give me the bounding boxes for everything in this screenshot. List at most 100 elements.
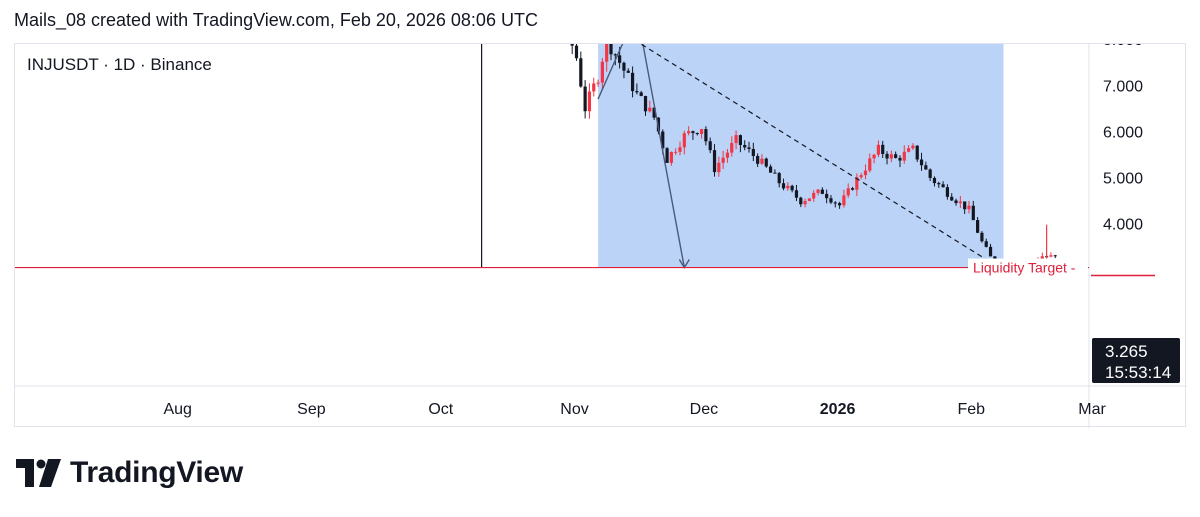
chart-attribution-header: Mails_08 created with TradingView.com, F… — [14, 10, 538, 30]
candle — [747, 141, 751, 153]
chart-frame[interactable]: xxIDM(9.142)(8.541)Liquidity Target - 9.… — [14, 43, 1187, 428]
candle — [816, 188, 820, 196]
candle-body — [842, 195, 846, 206]
candle-body — [652, 107, 656, 118]
candle-body — [816, 189, 820, 193]
candle — [988, 243, 993, 257]
candle — [760, 154, 764, 165]
candle — [898, 155, 902, 168]
candle — [932, 176, 937, 187]
candle-body — [579, 58, 583, 87]
candle — [833, 201, 837, 208]
candle — [820, 187, 824, 195]
candle — [885, 151, 889, 165]
candle-body — [587, 91, 592, 112]
candle-body — [708, 141, 712, 151]
candle-body — [712, 150, 717, 173]
candle — [803, 198, 807, 208]
time-tick-label: Sep — [297, 401, 326, 418]
liquidity-label-bg — [968, 258, 1088, 277]
candle — [963, 201, 967, 214]
candle-body — [885, 153, 889, 159]
projection-path[interactable] — [597, 44, 686, 268]
candle-body — [945, 187, 950, 197]
candle-body — [859, 175, 863, 178]
candle-body — [876, 144, 881, 155]
candle — [570, 44, 574, 55]
candle-body — [924, 165, 928, 170]
candle — [738, 134, 742, 153]
position-zones — [598, 44, 1004, 268]
candle — [743, 140, 747, 151]
candle-body — [570, 44, 574, 46]
candle — [751, 142, 755, 162]
candle-body — [1053, 255, 1057, 257]
candlestick-chart[interactable]: xxIDM(9.142)(8.541)Liquidity Target - 9.… — [15, 44, 1187, 428]
candle — [859, 172, 863, 180]
candle — [712, 144, 717, 177]
candle — [635, 83, 639, 95]
time-tick-label: 2026 — [820, 401, 856, 418]
tradingview-logo-icon — [16, 459, 61, 487]
candle-body — [812, 192, 816, 199]
time-tick-label: Oct — [428, 401, 453, 418]
candle — [643, 95, 648, 116]
candle-body — [799, 197, 803, 205]
candle-body — [674, 151, 678, 153]
candle-body — [889, 154, 893, 159]
candle — [919, 152, 924, 171]
price-tick-label: 4.000 — [1103, 217, 1143, 234]
candle-body — [958, 201, 962, 204]
candle-body — [919, 159, 924, 166]
candle — [764, 157, 768, 168]
candle — [781, 178, 786, 191]
candle-body — [756, 155, 760, 164]
candle-body — [941, 184, 945, 188]
candle — [717, 156, 721, 177]
candle — [958, 195, 962, 209]
candle — [863, 164, 868, 180]
candle-body — [1049, 255, 1053, 257]
time-tick-label: Feb — [958, 401, 986, 418]
candle-body — [725, 152, 730, 158]
candle-body — [781, 183, 786, 189]
candle-body — [868, 158, 872, 171]
price-tick-label: 8.000 — [1103, 44, 1143, 49]
candle — [1049, 252, 1053, 258]
candle — [691, 130, 695, 140]
candle-body — [699, 129, 704, 134]
candle — [574, 44, 579, 61]
last-price-label: 3.265 — [1105, 342, 1148, 361]
candle — [976, 217, 980, 234]
candle — [889, 150, 893, 163]
candle-body — [630, 72, 635, 92]
candle — [669, 151, 673, 166]
liquidity-target-label: Liquidity Target - — [973, 260, 1076, 276]
candle-body — [898, 157, 902, 161]
candle — [984, 238, 988, 248]
time-tick-label: Aug — [163, 401, 191, 418]
candle — [907, 145, 911, 153]
candle — [768, 164, 773, 173]
countdown-label: 15:53:14 — [1105, 363, 1171, 382]
candle — [773, 169, 777, 174]
dashed-trend-line[interactable] — [611, 44, 1000, 269]
candle-body — [704, 129, 708, 142]
candle-body — [894, 154, 898, 158]
price-tick-label: 7.000 — [1103, 78, 1143, 95]
candle-body — [950, 196, 954, 201]
candle-body — [980, 232, 984, 242]
candle — [881, 140, 885, 159]
candle-body — [807, 198, 812, 201]
candle — [626, 68, 630, 74]
candle-body — [669, 151, 673, 163]
candle — [687, 126, 691, 136]
candle-body — [907, 148, 911, 152]
candle — [695, 132, 699, 136]
time-tick-label: Dec — [690, 401, 718, 418]
candle — [648, 100, 652, 113]
take-profit-zone[interactable] — [598, 44, 1004, 268]
candle — [967, 201, 971, 214]
candle-body — [635, 91, 639, 93]
candle-body — [596, 82, 600, 84]
